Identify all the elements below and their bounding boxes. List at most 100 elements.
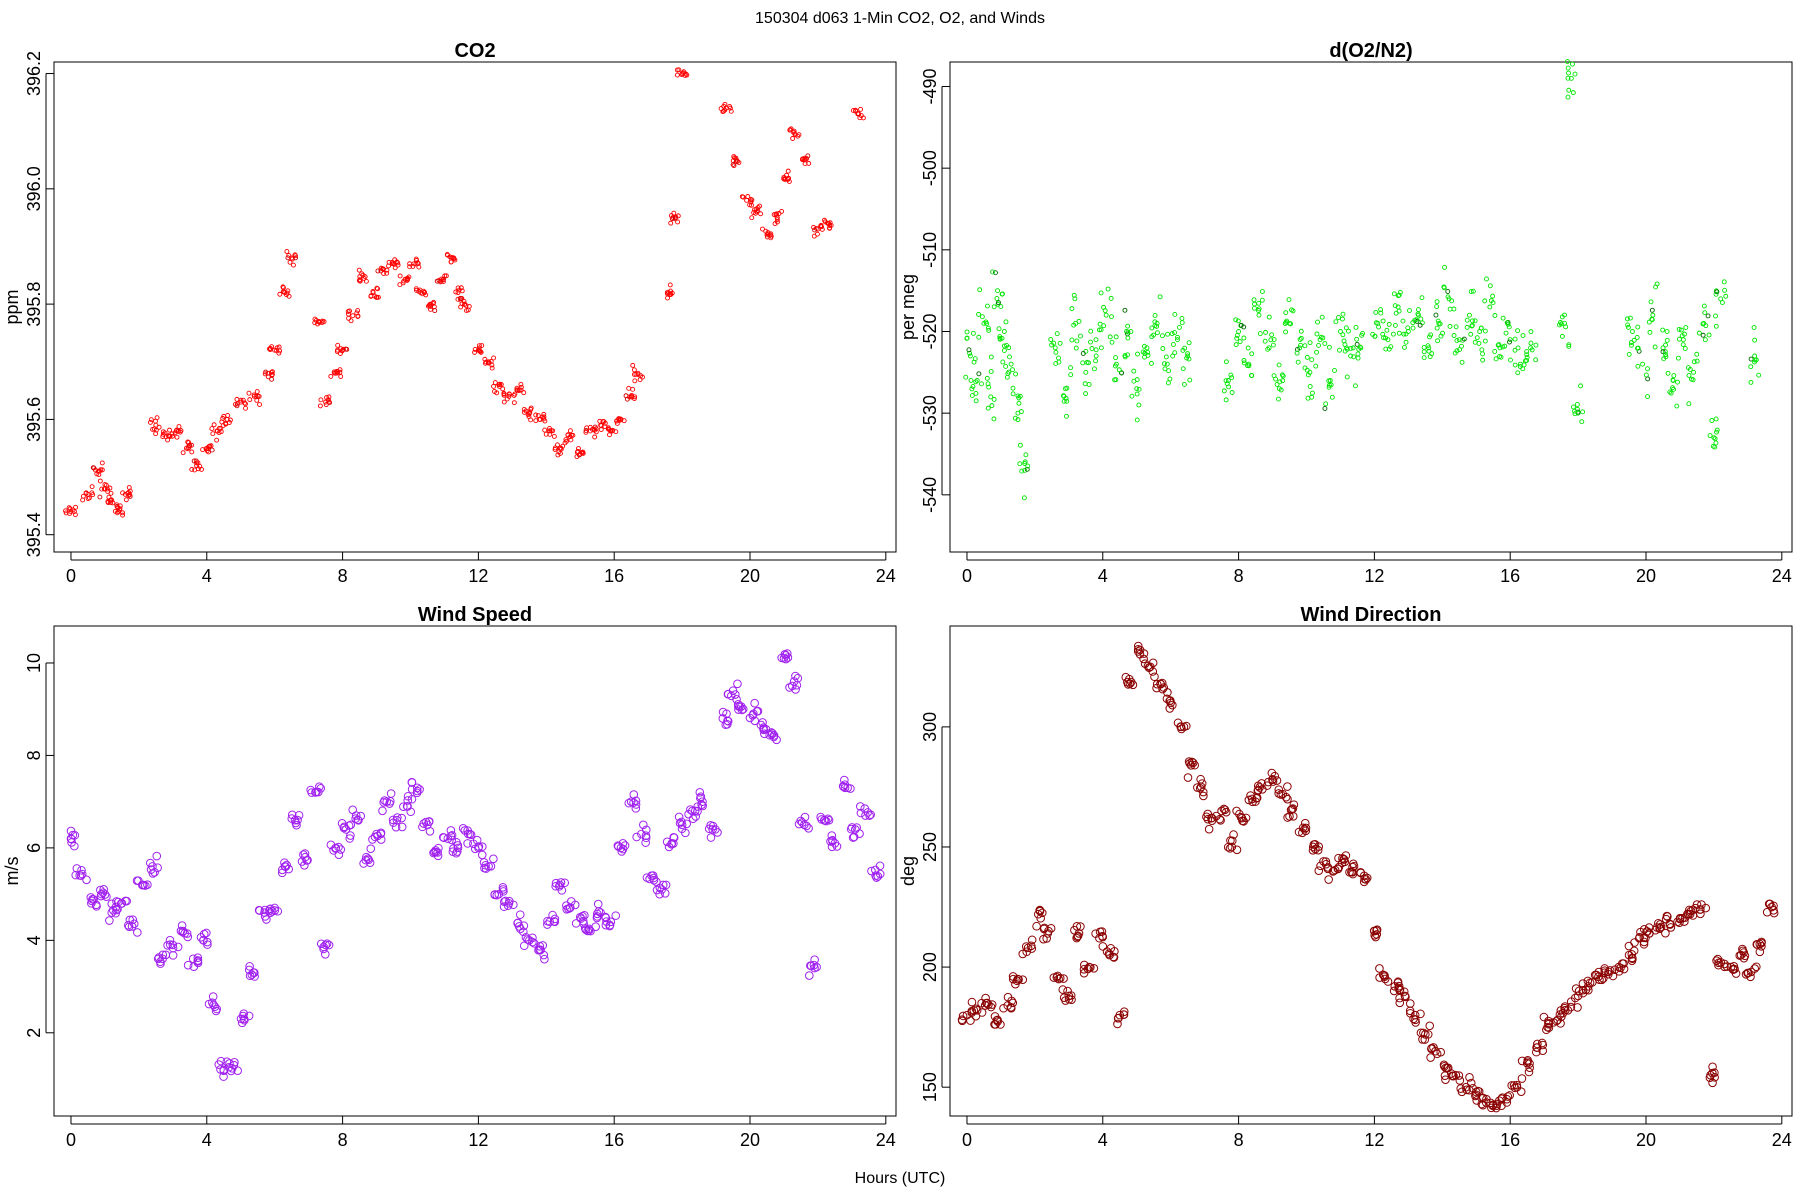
data-point-minute — [1058, 985, 1068, 994]
data-point-minute — [611, 911, 621, 920]
data-point-minute — [728, 108, 734, 114]
data-point-minute — [1454, 1071, 1464, 1080]
data-point-minute — [791, 671, 800, 681]
data-point-minute — [1713, 323, 1719, 329]
data-point-minute — [1283, 329, 1289, 335]
data-point-minute — [1686, 401, 1692, 407]
data-point-minute — [1413, 317, 1419, 323]
data-point-minute — [1322, 406, 1328, 411]
data-point-minute — [284, 290, 290, 296]
data-point-minute — [543, 916, 552, 926]
data-point-minute — [1765, 899, 1775, 909]
data-point-minute — [1092, 366, 1097, 372]
data-point-minute — [1131, 368, 1137, 374]
data-point-minute — [991, 396, 997, 402]
data-point — [1134, 386, 1140, 392]
data-point-minute — [335, 342, 341, 348]
data-point-minute — [1220, 805, 1230, 815]
data-point-minute — [100, 890, 110, 899]
data-point-minute — [677, 824, 687, 834]
data-point-minute — [1355, 355, 1361, 361]
data-point-minute — [256, 394, 262, 399]
data-point-minute — [1134, 391, 1140, 397]
data-point-minute — [748, 711, 758, 720]
data-point-minute — [397, 813, 406, 823]
data-point-minute — [90, 492, 96, 498]
data-point-minute — [1757, 937, 1766, 947]
data-point-minute — [1755, 947, 1765, 957]
data-point-minute — [457, 295, 463, 301]
data-point-minute — [1459, 359, 1465, 365]
data-point-minute — [274, 348, 279, 353]
data-point-minute — [1712, 436, 1718, 442]
data-point-minute — [1316, 342, 1322, 348]
data-point-minute — [1096, 327, 1102, 333]
x-tick-label: 16 — [604, 566, 624, 586]
data-point-minute — [1276, 396, 1281, 402]
data-point-minute — [1705, 1073, 1715, 1083]
data-point-minute — [153, 863, 162, 873]
data-point-minute — [790, 136, 796, 141]
x-tick-label: 0 — [962, 1130, 972, 1150]
data-point-minute — [785, 175, 791, 181]
data-point-minute — [1228, 372, 1234, 378]
data-point-minute — [843, 783, 852, 793]
data-point-minute — [348, 805, 357, 815]
data-point-minute — [152, 851, 162, 861]
data-point-minute — [1109, 953, 1119, 962]
data-point-minute — [86, 495, 92, 501]
data-point-minute — [1417, 322, 1423, 328]
data-point-minute — [658, 880, 668, 890]
data-point-minute — [1578, 979, 1588, 988]
data-point-minute — [1400, 318, 1406, 324]
data-point-minute — [397, 273, 403, 279]
data-point-minute — [1619, 959, 1628, 968]
data-point-minute — [361, 275, 367, 281]
data-point-minute — [240, 397, 246, 403]
y-tick-label: 395.6 — [24, 397, 44, 442]
data-point — [494, 889, 504, 899]
data-point-minute — [1676, 336, 1682, 342]
data-point-minute — [1719, 300, 1725, 305]
data-point-minute — [227, 417, 233, 423]
data-point-minute — [169, 431, 175, 437]
data-point-minute — [1256, 308, 1261, 313]
data-point — [1001, 329, 1007, 334]
data-point-minute — [1053, 971, 1062, 981]
data-point-minute — [538, 941, 548, 950]
data-point-minute — [1626, 351, 1632, 357]
data-point-minute — [788, 126, 794, 132]
data-point-minute — [425, 826, 435, 836]
data-point-minute — [1309, 390, 1315, 396]
data-point — [1711, 435, 1717, 441]
data-point-minute — [254, 389, 260, 395]
data-point-minute — [1559, 314, 1565, 320]
data-point-minute — [1185, 351, 1191, 357]
data-point-minute — [1570, 61, 1575, 67]
y-tick-label: -500 — [920, 150, 940, 186]
data-point-minute — [1410, 325, 1416, 331]
data-point-minute — [521, 390, 527, 396]
data-point-minute — [1401, 344, 1407, 350]
data-point-minute — [1188, 758, 1198, 768]
data-point-minute — [1150, 672, 1159, 682]
data-point-minute — [1049, 973, 1059, 982]
data-point-minute — [108, 905, 118, 915]
data-point-minute — [403, 791, 413, 801]
data-point-minute — [969, 386, 975, 392]
data-point-minute — [1480, 351, 1486, 357]
y-tick-label: 200 — [920, 952, 940, 982]
data-point-minute — [1372, 926, 1381, 935]
data-point-minute — [737, 705, 747, 715]
data-point-minute — [1583, 976, 1593, 986]
data-point-minute — [202, 928, 211, 938]
data-point-minute — [812, 962, 821, 972]
data-point-minute — [633, 371, 639, 377]
data-point-minute — [1119, 370, 1125, 376]
data-point-minute — [1328, 867, 1338, 876]
data-point-minute — [73, 504, 79, 510]
data-point-minute — [317, 403, 323, 409]
data-point-minute — [1234, 333, 1240, 338]
data-point-minute — [1559, 333, 1565, 339]
data-point-minute — [1157, 294, 1163, 300]
